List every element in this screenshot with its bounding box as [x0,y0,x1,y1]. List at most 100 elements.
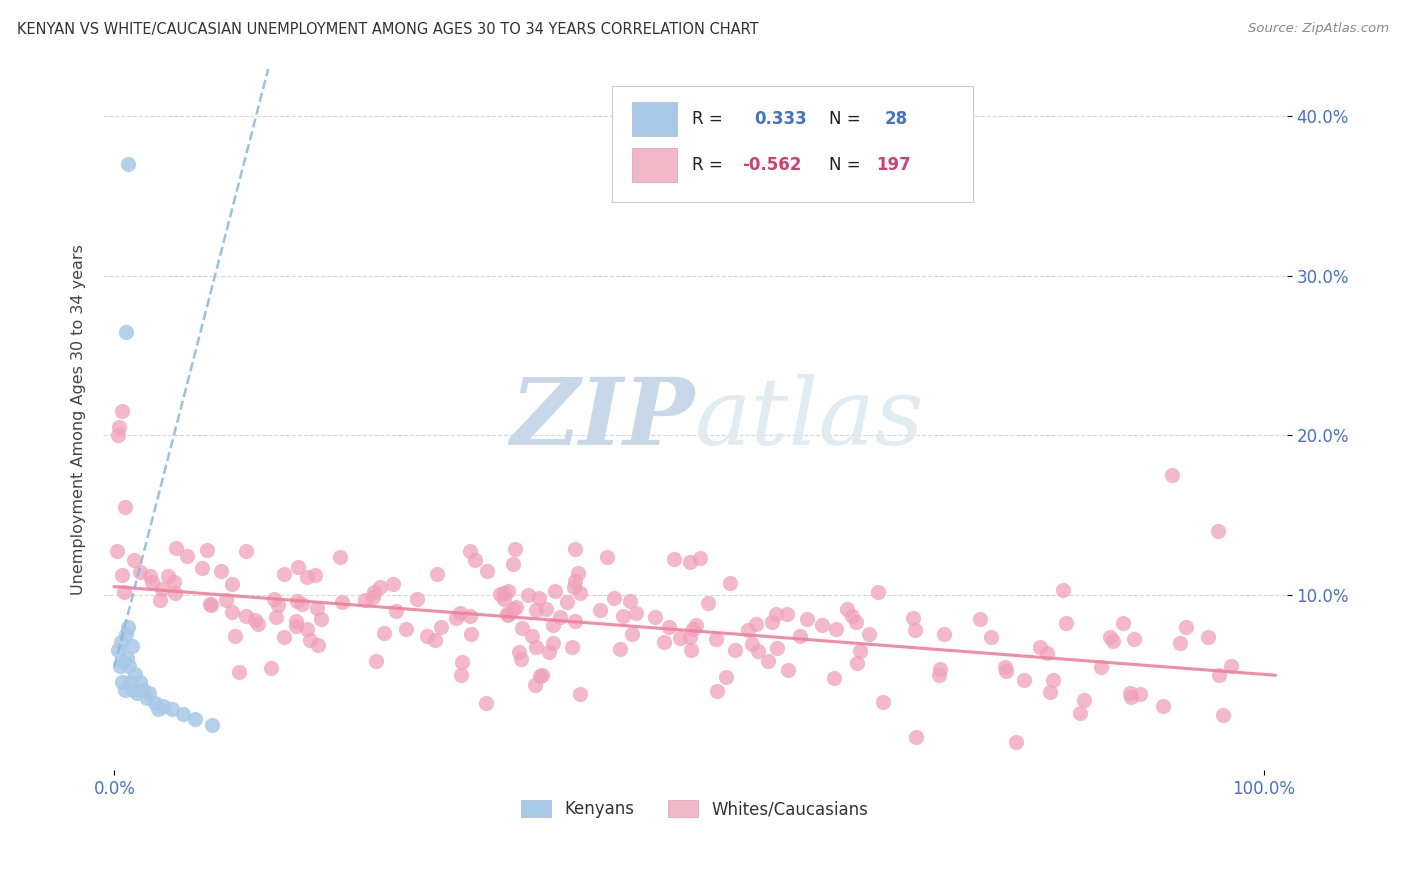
Point [200,599,222,613]
Point [564,574,586,588]
Point [929,662,952,676]
Point [464,553,486,567]
Point [285,594,308,608]
Point [1129,687,1152,701]
Text: Source: ZipAtlas.com: Source: ZipAtlas.com [1249,22,1389,36]
Point [980,630,1002,644]
Point [1052,582,1074,597]
Point [195,543,218,558]
Point [108,420,131,434]
Point [502,602,524,616]
Point [273,566,295,581]
Point [569,687,592,701]
Legend: Kenyans, Whites/Caucasians: Kenyans, Whites/Caucasians [515,793,875,825]
Point [564,614,586,628]
Point [858,627,880,641]
Point [609,642,631,657]
Point [1212,707,1234,722]
Point [652,635,675,649]
Point [138,686,160,700]
Point [541,636,564,650]
Point [295,570,318,584]
Point [128,675,150,690]
Point [1069,706,1091,720]
Point [706,684,728,698]
Point [496,608,519,623]
Point [1121,690,1143,704]
Point [329,549,352,564]
Point [415,629,437,643]
Point [247,617,270,632]
Point [724,642,747,657]
Text: R =: R = [692,110,728,128]
Point [363,585,385,599]
Point [260,661,283,675]
Point [295,622,318,636]
Point [311,611,333,625]
Point [658,620,681,634]
Point [596,549,619,564]
Point [132,683,155,698]
Point [529,591,551,606]
Point [1042,673,1064,687]
Point [117,619,139,633]
Point [143,696,166,710]
Point [745,616,768,631]
Point [172,707,194,722]
Point [561,640,583,654]
Point [105,543,128,558]
Point [664,552,686,566]
Point [139,569,162,583]
Text: R =: R = [692,156,728,174]
Point [761,615,783,629]
Point [534,602,557,616]
Point [668,632,690,646]
Point [245,614,267,628]
Point [1208,668,1230,682]
Point [107,643,129,657]
Point [221,577,243,591]
Point [117,157,139,171]
Point [107,428,129,442]
Point [115,651,138,665]
Point [689,551,711,566]
Point [1028,640,1050,654]
Point [460,609,482,624]
Point [718,575,741,590]
Point [841,609,863,624]
Point [716,669,738,683]
Point [849,643,872,657]
Point [747,644,769,658]
Point [361,591,384,605]
Point [685,617,707,632]
Point [737,624,759,638]
Point [496,583,519,598]
Point [118,659,141,673]
Point [510,621,533,635]
Point [184,712,207,726]
Point [995,665,1018,679]
Point [810,618,832,632]
Point [121,683,143,698]
Point [682,622,704,636]
Point [872,695,894,709]
Point [508,644,530,658]
Text: KENYAN VS WHITE/CAUCASIAN UNEMPLOYMENT AMONG AGES 30 TO 34 YEARS CORRELATION CHA: KENYAN VS WHITE/CAUCASIAN UNEMPLOYMENT A… [17,22,758,37]
Point [524,640,547,655]
Point [537,645,560,659]
Text: -0.562: -0.562 [742,156,801,174]
Point [1152,699,1174,714]
Point [524,603,547,617]
Point [612,608,634,623]
Point [165,586,187,600]
Point [544,583,567,598]
Point [567,566,589,580]
Point [209,564,232,578]
Point [284,615,307,629]
Point [789,629,811,643]
Point [1012,673,1035,687]
Point [529,669,551,683]
Point [394,623,416,637]
Point [1197,630,1219,644]
Point [644,610,666,624]
